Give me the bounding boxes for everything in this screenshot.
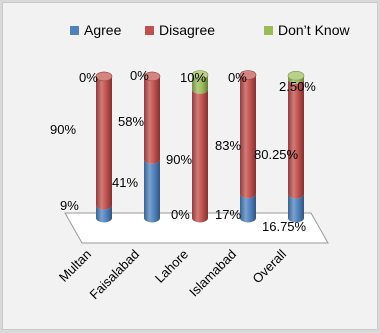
bar-top-cap-faisalabad — [143, 71, 161, 82]
legend-swatch-0 — [70, 26, 79, 35]
bar-disagree-islamabad — [240, 75, 256, 199]
data-label-0-3: 17% — [215, 207, 241, 222]
category-label-islamabad: Islamabad — [186, 247, 239, 300]
bar-disagree-lahore — [192, 89, 208, 223]
category-label-faisalabad: Faisalabad — [87, 247, 143, 303]
bar-don-t-know-overall — [288, 75, 304, 84]
data-label-2-1: 0% — [130, 68, 149, 83]
legend-label-2: Don’t Know — [278, 22, 350, 38]
chart-floor — [64, 212, 329, 244]
data-label-1-2: 90% — [166, 152, 192, 167]
bar-agree-multan — [96, 205, 112, 223]
bar-don-t-know-lahore — [192, 75, 208, 94]
bar-top-cap-lahore — [191, 70, 209, 80]
bar-agree-faisalabad — [144, 159, 160, 223]
chart-panel — [2, 2, 378, 330]
legend-swatch-2 — [264, 26, 273, 35]
data-label-0-1: 41% — [112, 175, 138, 190]
legend-swatch-1 — [145, 26, 154, 35]
bar-agree-islamabad — [240, 193, 256, 223]
bar-disagree-overall — [288, 79, 304, 199]
data-label-2-4: 2.50% — [279, 79, 316, 94]
bar-top-cap-overall — [287, 70, 305, 81]
data-label-0-4: 16.75% — [262, 219, 307, 234]
bar-disagree-multan — [96, 76, 112, 210]
data-label-1-0: 90% — [50, 122, 76, 137]
data-label-1-3: 83% — [215, 138, 241, 153]
data-label-2-2: 10% — [180, 70, 206, 85]
category-label-lahore: Lahore — [152, 247, 191, 286]
bar-disagree-faisalabad — [144, 76, 160, 164]
data-label-1-4: 80.25% — [254, 147, 299, 162]
data-label-0-0: 9% — [60, 198, 79, 213]
bar-top-cap-multan — [95, 71, 113, 82]
legend-label-0: Agree — [84, 22, 122, 38]
category-label-overall: Overall — [249, 246, 289, 286]
data-label-2-3: 0% — [228, 70, 247, 85]
bar-top-cap-islamabad — [239, 70, 257, 80]
data-label-2-0: 0% — [79, 70, 98, 85]
category-label-multan: Multan — [56, 247, 94, 285]
data-label-1-1: 58% — [118, 114, 144, 129]
legend-label-1: Disagree — [159, 22, 215, 38]
bar-agree-overall — [288, 194, 304, 223]
data-label-0-2: 0% — [171, 207, 190, 222]
